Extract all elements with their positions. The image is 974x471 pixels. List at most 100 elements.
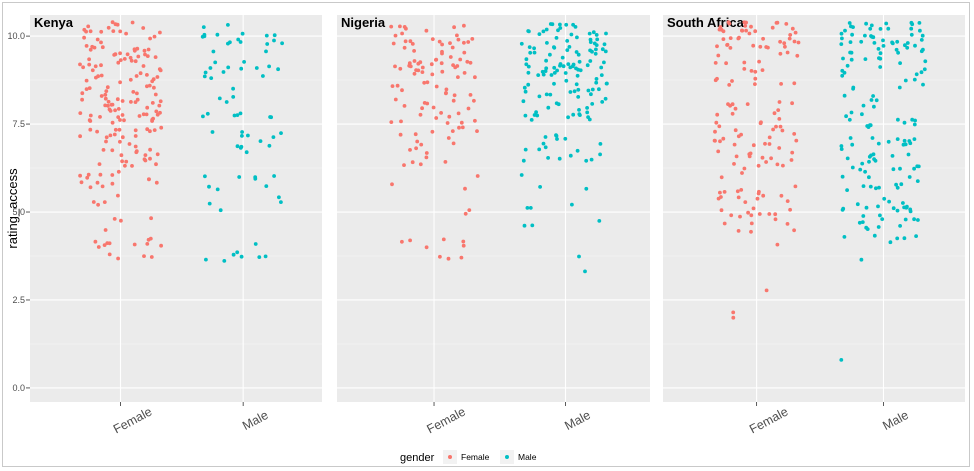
data-point-female <box>431 105 436 110</box>
data-point-female <box>461 239 466 244</box>
data-point-male <box>845 188 849 193</box>
data-point-male <box>570 202 574 207</box>
data-point-male <box>902 120 907 125</box>
data-point-male <box>602 42 607 47</box>
data-point-female <box>128 55 133 60</box>
data-point-female <box>783 44 787 49</box>
data-point-female <box>751 43 756 48</box>
data-point-male <box>524 57 529 62</box>
data-point-female <box>456 37 461 42</box>
data-point-male <box>277 195 281 200</box>
data-point-female <box>429 62 434 67</box>
data-point-male <box>840 73 845 78</box>
data-point-female <box>742 67 747 71</box>
data-point-male <box>594 77 599 81</box>
data-point-male <box>912 166 916 171</box>
data-point-female <box>749 69 754 73</box>
data-point-male <box>882 196 887 201</box>
data-point-male <box>566 115 570 120</box>
data-point-female <box>466 40 471 44</box>
data-point-male <box>597 219 602 223</box>
data-point-female <box>715 44 719 49</box>
data-point-female <box>424 245 429 250</box>
data-point-female <box>727 83 732 87</box>
data-point-female <box>133 59 138 64</box>
data-point-male <box>522 85 527 90</box>
data-point-female <box>753 76 758 81</box>
data-point-female <box>763 141 767 146</box>
data-point-female <box>96 74 100 79</box>
x-tick-label: Female <box>111 404 154 436</box>
data-point-female <box>732 142 737 147</box>
data-point-male <box>280 41 284 46</box>
data-point-female <box>785 199 790 204</box>
data-point-female <box>400 31 404 36</box>
data-point-male <box>850 32 854 37</box>
data-point-female <box>95 180 100 185</box>
data-point-female <box>135 97 140 102</box>
data-point-male <box>598 152 602 157</box>
data-point-male <box>916 164 921 169</box>
data-point-male <box>239 254 244 259</box>
data-point-female <box>99 63 103 68</box>
data-point-female <box>101 148 106 152</box>
data-point-male <box>554 36 559 40</box>
data-point-male <box>884 21 889 26</box>
data-point-male <box>851 25 855 29</box>
data-point-male <box>895 39 900 44</box>
data-point-female <box>742 166 747 171</box>
data-point-female <box>753 29 758 34</box>
data-point-male <box>571 22 575 27</box>
data-point-female <box>463 211 468 216</box>
data-point-female <box>141 112 146 117</box>
data-point-male <box>224 100 229 104</box>
data-point-female <box>751 143 756 148</box>
data-point-male <box>279 131 283 136</box>
data-point-male <box>540 69 545 74</box>
data-point-male <box>265 42 270 46</box>
data-point-female <box>438 254 442 259</box>
data-point-male <box>876 204 880 209</box>
data-point-female <box>115 97 120 102</box>
data-point-female <box>718 25 723 29</box>
data-point-male <box>604 31 608 36</box>
data-point-female <box>452 93 457 98</box>
data-point-female <box>390 182 394 187</box>
data-point-female <box>116 60 121 65</box>
data-point-male <box>537 94 542 99</box>
facet-panel-south-africa: South Africa Female Male <box>663 15 965 436</box>
data-point-female <box>98 172 103 177</box>
data-point-male <box>842 93 847 98</box>
data-point-female <box>789 158 794 162</box>
data-point-male <box>565 48 570 52</box>
data-point-female <box>439 111 443 115</box>
y-tick-label: 0.0 <box>12 383 25 393</box>
data-point-female <box>93 64 98 69</box>
data-point-female <box>753 82 757 86</box>
data-point-female <box>767 212 772 216</box>
data-point-male <box>587 31 592 36</box>
data-point-male <box>839 31 844 36</box>
data-point-female <box>424 28 429 33</box>
data-point-male <box>526 29 531 33</box>
data-point-female <box>448 41 452 45</box>
data-point-female <box>412 49 416 53</box>
data-point-male <box>841 206 846 211</box>
data-point-female <box>767 142 772 146</box>
data-point-female <box>84 44 89 48</box>
data-point-female <box>112 217 117 221</box>
data-point-female <box>735 189 740 194</box>
data-point-female <box>153 55 158 59</box>
data-point-female <box>764 45 769 49</box>
data-point-female <box>110 102 115 107</box>
data-point-female <box>780 128 785 133</box>
data-point-male <box>585 110 590 115</box>
data-point-female <box>721 37 726 41</box>
data-point-female <box>764 160 768 164</box>
data-point-female <box>757 212 762 216</box>
data-point-male <box>855 202 860 207</box>
data-point-male <box>914 234 918 239</box>
data-point-female <box>148 36 153 41</box>
data-point-male <box>917 21 922 25</box>
data-point-female <box>111 29 116 33</box>
